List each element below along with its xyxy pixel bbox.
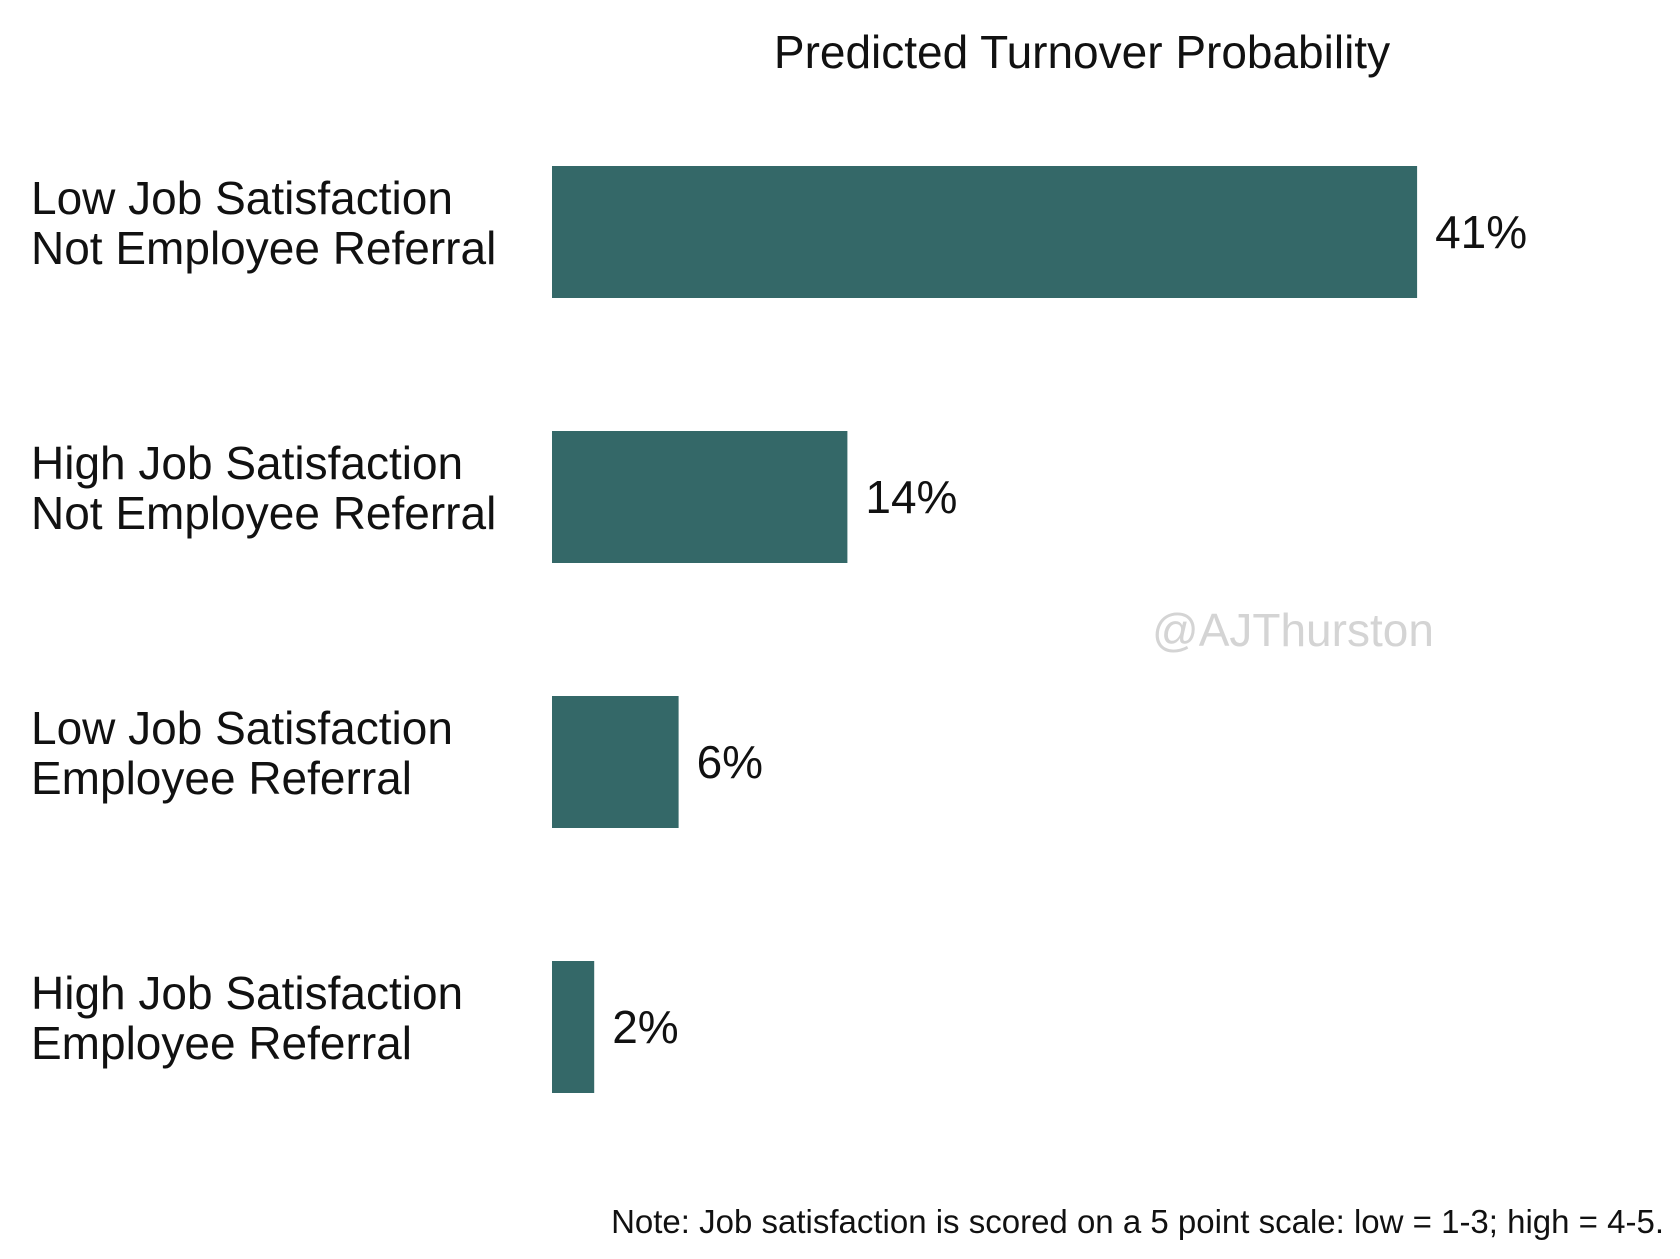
category-label-4-line-1: High Job Satisfaction [31, 967, 463, 1019]
bar-3 [552, 696, 679, 828]
data-label-3: 6% [697, 736, 763, 788]
category-label-2-line-2: Not Employee Referral [31, 487, 496, 539]
bar-2 [552, 431, 848, 563]
data-label-4: 2% [612, 1001, 678, 1053]
category-label-1-line-2: Not Employee Referral [31, 222, 496, 274]
bar-1 [552, 166, 1418, 298]
watermark-text: @AJThurston [1152, 604, 1434, 656]
chart-title: Predicted Turnover Probability [774, 26, 1390, 78]
category-label-3-line-1: Low Job Satisfaction [31, 702, 453, 754]
category-label-3-line-2: Employee Referral [31, 752, 412, 804]
bar-4 [552, 961, 595, 1093]
data-label-2: 14% [865, 471, 957, 523]
category-label-4-line-2: Employee Referral [31, 1017, 412, 1069]
category-label-1-line-1: Low Job Satisfaction [31, 172, 453, 224]
category-label-2-line-1: High Job Satisfaction [31, 437, 463, 489]
footnote: Note: Job satisfaction is scored on a 5 … [611, 1203, 1664, 1240]
data-label-1: 41% [1435, 206, 1527, 258]
